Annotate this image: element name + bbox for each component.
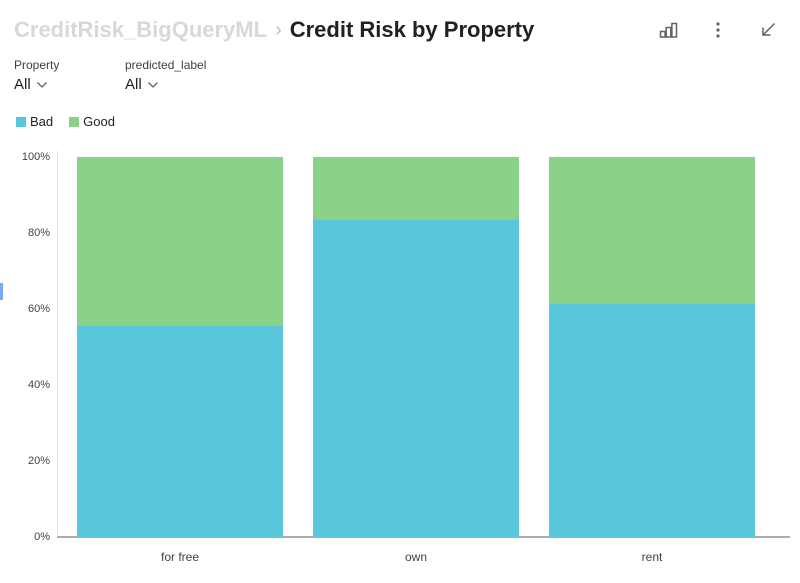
- bar-segment-good[interactable]: [549, 157, 755, 304]
- chevron-down-icon[interactable]: [36, 76, 48, 94]
- y-axis-tick-label: 0%: [34, 531, 50, 543]
- legend-item-good[interactable]: Good: [69, 114, 115, 129]
- header: CreditRisk_BigQueryML › Credit Risk by P…: [0, 0, 800, 46]
- y-axis-tick-label: 20%: [27, 455, 50, 467]
- legend-label: Bad: [30, 114, 54, 129]
- bar-segment-bad[interactable]: [77, 326, 283, 537]
- page-title: Credit Risk by Property: [289, 17, 535, 42]
- filter-property[interactable]: Property All: [14, 58, 125, 94]
- left-edge-indicator: [0, 283, 3, 300]
- chart-legend: Bad Good: [0, 114, 800, 129]
- breadcrumb[interactable]: CreditRisk_BigQueryML: [14, 17, 268, 42]
- filter-label: predicted_label: [125, 58, 207, 72]
- bar-segment-good[interactable]: [313, 157, 519, 220]
- y-axis-line: [57, 151, 58, 537]
- filter-selected-value[interactable]: All: [14, 76, 31, 93]
- legend-swatch: [69, 116, 80, 127]
- x-axis-category-label: own: [404, 550, 427, 564]
- bar-for-free[interactable]: [77, 157, 283, 537]
- legend-swatch: [16, 116, 26, 127]
- legend-item-bad[interactable]: Bad: [16, 114, 53, 129]
- bar-segment-bad[interactable]: [549, 304, 755, 537]
- chevron-down-icon[interactable]: [147, 76, 159, 94]
- header-toolbar: [656, 18, 788, 42]
- y-axis-tick-label: 100%: [21, 151, 50, 163]
- breadcrumb-separator: ›: [275, 18, 282, 41]
- x-axis-category-label: for free: [160, 550, 199, 564]
- filter-selected-value[interactable]: All: [125, 76, 142, 93]
- y-axis-tick-label: 40%: [27, 379, 50, 391]
- kebab-menu-icon[interactable]: [706, 18, 730, 42]
- bar-chart-icon[interactable]: [656, 18, 680, 42]
- x-axis-line: [57, 536, 790, 538]
- bar-segment-bad[interactable]: [313, 220, 519, 537]
- bar-rent[interactable]: [549, 157, 755, 537]
- filter-predicted-label[interactable]: predicted_label All: [125, 58, 206, 94]
- x-axis-category-label: rent: [641, 550, 663, 564]
- bar-segment-good[interactable]: [77, 157, 283, 326]
- collapse-arrow-icon[interactable]: [756, 18, 780, 42]
- filter-label: Property: [14, 58, 60, 72]
- y-axis-tick-label: 80%: [27, 227, 50, 239]
- legend-label: Good: [83, 114, 115, 129]
- y-axis-tick-label: 60%: [27, 303, 50, 315]
- bar-own[interactable]: [313, 157, 519, 537]
- filter-bar: Property All predicted_label All: [0, 58, 800, 94]
